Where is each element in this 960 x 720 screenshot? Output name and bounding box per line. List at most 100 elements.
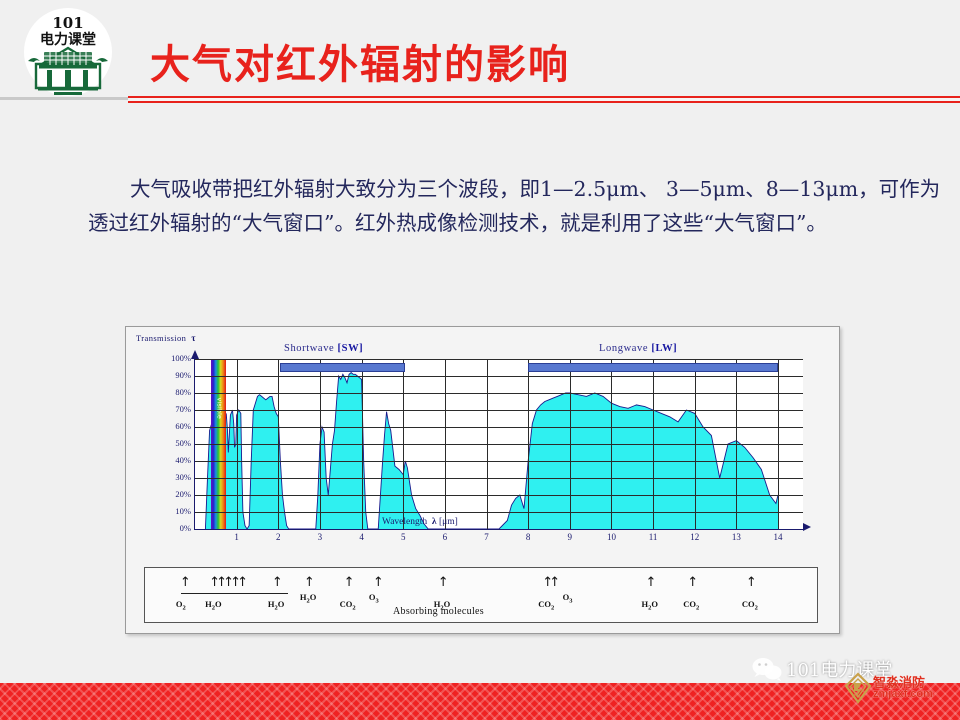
- gridline-horizontal: [195, 444, 803, 445]
- x-axis-tick-label: 5: [400, 532, 406, 542]
- header-rule-grey: [0, 97, 128, 100]
- gridline-horizontal: [195, 478, 803, 479]
- header-rule-gap: [128, 98, 960, 101]
- gridline-vertical: [236, 359, 238, 529]
- shortwave-band-title: Shortwave [SW]: [284, 343, 363, 354]
- y-axis-tick-label: 50%: [175, 438, 191, 448]
- gridline-horizontal: [195, 393, 803, 394]
- absorption-arrow-icon: ↑: [437, 575, 449, 590]
- transmission-curve-line: [204, 372, 779, 529]
- absorption-arrow-icon: ↑: [645, 575, 657, 590]
- longwave-abbrev: [LW]: [651, 343, 678, 354]
- x-axis-tick-label: 4: [359, 532, 364, 542]
- x-axis-arrow-icon: [803, 523, 811, 531]
- gridline-vertical: [611, 359, 613, 529]
- absorption-arrow-icon: ↑: [372, 575, 384, 590]
- watermark-url: zmjaxf.com: [873, 688, 933, 700]
- y-axis-arrow-icon: [190, 350, 199, 359]
- watermark-logo-icon: [844, 672, 872, 704]
- wechat-account-block: 101电力课堂: [752, 655, 942, 689]
- lambda-symbol: λ: [431, 517, 437, 527]
- x-axis-tick-label: 13: [731, 532, 741, 542]
- atmospheric-transmission-figure: Transmission τ Shortwave [SW] Longwave [L…: [125, 326, 840, 634]
- x-axis-tick-label: 9: [567, 532, 573, 542]
- absorption-arrow-icon: ↑: [179, 575, 191, 590]
- y-axis-title-text: Transmission: [136, 333, 187, 343]
- page-title: 大气对红外辐射的影响: [150, 41, 570, 88]
- y-axis-tick-label: 80%: [175, 387, 191, 397]
- absorbing-molecule-label: H2O: [299, 592, 317, 605]
- plot-area: Transmission τ Shortwave [SW] Longwave [L…: [132, 331, 832, 547]
- watermark: 智淼消防 zmjaxf.com: [843, 672, 955, 718]
- transmission-curve: [204, 372, 779, 529]
- y-axis-tick-label: 0%: [179, 523, 191, 533]
- absorbing-molecule-label: CO2: [339, 599, 356, 612]
- x-axis-tick-label: 6: [442, 532, 448, 542]
- gridline-horizontal: [195, 410, 803, 411]
- absorbing-molecule-label: H2O: [641, 599, 658, 612]
- gridline-vertical: [278, 359, 280, 529]
- x-axis-tick-label: 3: [317, 532, 323, 542]
- absorbing-molecule-label: H2O: [205, 599, 222, 612]
- gridline-horizontal: [195, 461, 803, 462]
- y-axis-tick-label: 70%: [175, 404, 191, 414]
- gridline-vertical: [403, 359, 405, 529]
- h2o-group-underline: [181, 593, 288, 595]
- gridline-horizontal: [195, 427, 803, 428]
- y-axis-tick-label: 40%: [175, 455, 191, 465]
- absorption-arrow-icon: ↑: [230, 575, 242, 590]
- wave-band-bar: [280, 363, 406, 372]
- wechat-icon: [752, 658, 782, 681]
- y-axis-title: Transmission τ: [136, 333, 196, 343]
- absorption-arrow-icon: ↑: [745, 575, 757, 590]
- y-axis-tick-label: 60%: [175, 421, 191, 431]
- absorbing-molecule-label: O3: [368, 592, 379, 605]
- x-axis-tick-label: 14: [773, 532, 783, 542]
- gridline-vertical: [778, 359, 779, 529]
- absorbing-molecules-caption: Absorbing molecules: [393, 606, 484, 617]
- x-axis-title-text: Wavelength: [382, 517, 432, 527]
- absorption-arrow-icon: ↑: [303, 575, 315, 590]
- absorption-arrow-icon: ↑: [549, 575, 561, 590]
- absorbing-molecule-label: CO2: [741, 599, 758, 612]
- gridline-vertical: [361, 359, 363, 529]
- gridline-horizontal: [195, 359, 803, 360]
- absorption-arrow-icon: ↑: [223, 575, 235, 590]
- wave-band-bar: [528, 363, 778, 372]
- x-axis-unit: [μm]: [436, 517, 458, 527]
- wechat-account-name: 101电力课堂: [786, 660, 893, 681]
- absorbing-molecule-label: H2O: [267, 599, 285, 612]
- absorbing-molecule-label: O3: [562, 592, 573, 605]
- gridline-horizontal: [195, 376, 803, 377]
- transmission-plot: visible 0% 10% 20% 30% 40% 50% 60% 70% 80% 90% 100…: [171, 350, 811, 542]
- header-rule-red-top: [128, 96, 960, 98]
- gridline-horizontal: [195, 495, 803, 496]
- absorbing-molecule-label: CO2: [683, 599, 700, 612]
- gridline-vertical: [444, 359, 446, 529]
- tau-symbol: τ: [191, 333, 196, 343]
- gridline-vertical: [653, 359, 655, 529]
- y-axis-tick-label: 100%: [171, 353, 191, 363]
- absorbing-molecules-panel: Absorbing molecules ↑ O2 ↑ ↑ ↑ ↑ ↑ H2O ↑ H2O ↑ H2O ↑…: [144, 567, 818, 623]
- paragraph-text: 大气吸收带把红外辐射大致分为三个波段，即1—2.5μm、 3—5μm、8—13μ…: [88, 177, 941, 235]
- absorption-arrow-icon: ↑: [271, 575, 283, 590]
- svg-text:电力课堂: 电力课堂: [40, 31, 96, 48]
- x-axis-tick-label: 10: [606, 532, 616, 542]
- x-axis-tick-label: 7: [484, 532, 489, 542]
- absorption-arrow-icon: ↑: [209, 575, 221, 590]
- x-axis-title: Wavelength λ [μm]: [382, 517, 458, 527]
- absorbing-molecule-label: CO2: [538, 599, 555, 612]
- absorption-arrow-icon: ↑: [687, 575, 699, 590]
- y-axis-tick-label: 30%: [175, 472, 191, 482]
- gridline-vertical: [694, 359, 696, 529]
- gridline-horizontal: [195, 512, 803, 513]
- absorption-arrow-icon: ↑: [343, 575, 355, 590]
- page-header: 101 电力课堂 大气对红外辐射的影响: [0, 0, 960, 104]
- shortwave-label: Shortwave: [284, 343, 338, 354]
- x-axis-tick-label: 8: [525, 532, 531, 542]
- x-axis-tick-label: 2: [276, 532, 281, 542]
- body-paragraph: 大气吸收带把红外辐射大致分为三个波段，即1—2.5μm、 3—5μm、8—13μ…: [88, 172, 944, 240]
- x-axis-tick-label: 1: [234, 532, 239, 542]
- gridline-vertical: [736, 359, 738, 529]
- header-rule-red-bottom: [128, 101, 960, 103]
